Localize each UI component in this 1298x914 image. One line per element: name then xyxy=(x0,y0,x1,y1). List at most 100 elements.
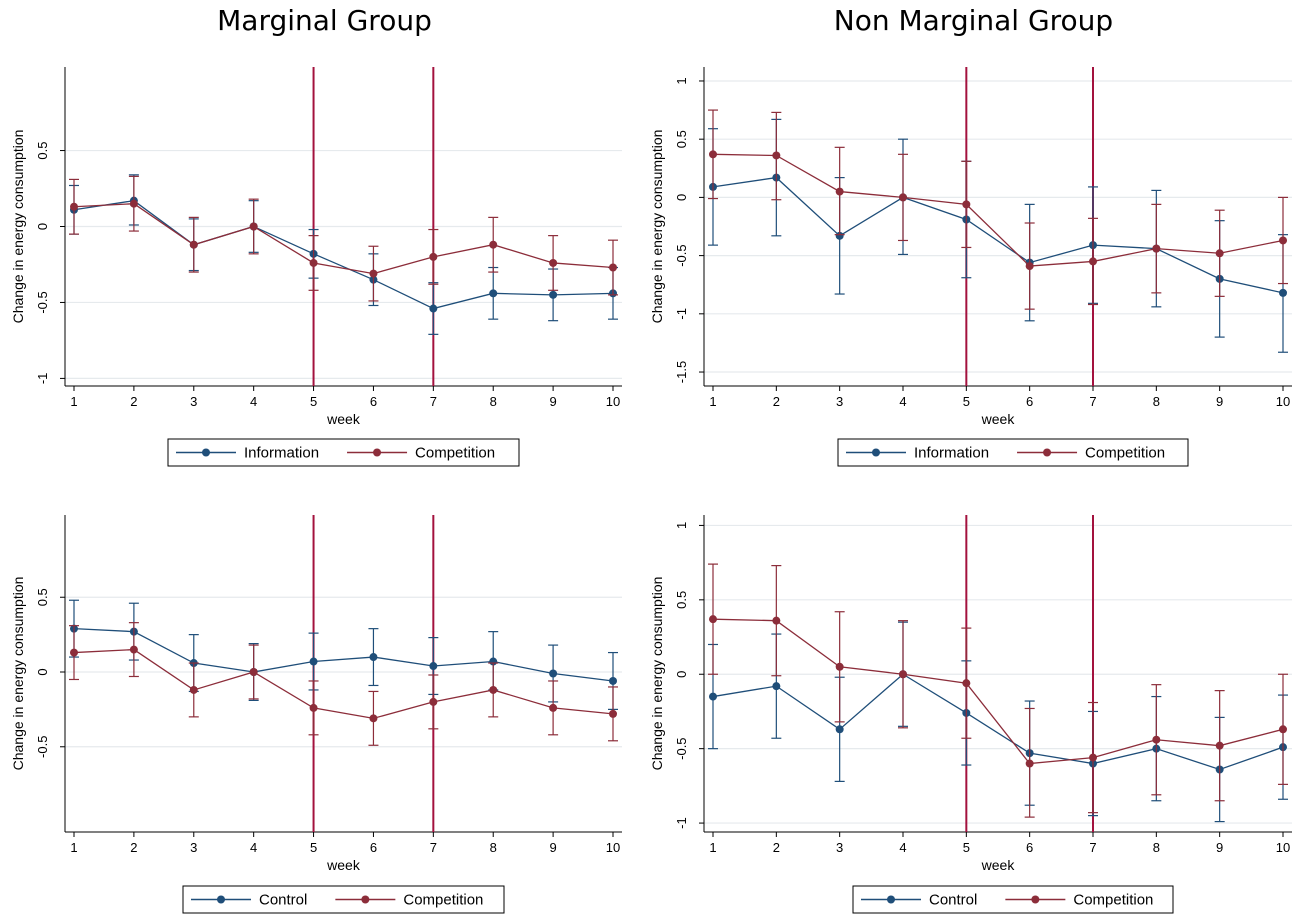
x-tick-label: 9 xyxy=(549,394,556,409)
data-point xyxy=(549,669,558,678)
series-line xyxy=(712,176,1284,294)
data-point xyxy=(609,263,617,272)
x-tick-label: 3 xyxy=(190,394,197,409)
legend: Information Competition xyxy=(167,438,520,467)
x-tick-label: 9 xyxy=(1216,394,1223,409)
data-point xyxy=(1025,759,1034,768)
series-line xyxy=(712,673,1284,771)
data-point xyxy=(772,151,781,160)
x-tick-label: 6 xyxy=(1026,840,1033,855)
y-tick-label: -1 xyxy=(674,308,689,320)
series-line xyxy=(73,199,614,310)
data-point xyxy=(835,231,844,240)
data-point xyxy=(369,269,378,278)
data-point xyxy=(709,615,717,624)
data-point xyxy=(489,240,498,249)
y-tick-label: -0.5 xyxy=(35,736,50,758)
series-line xyxy=(712,618,1284,765)
data-point xyxy=(835,725,844,734)
series-line xyxy=(73,203,614,275)
legend-swatch-marker xyxy=(872,448,880,457)
series-line xyxy=(712,153,1284,267)
x-tick-label: 4 xyxy=(899,840,906,855)
legend: Control Competition xyxy=(852,885,1174,914)
right-column-title: Non Marginal Group xyxy=(833,4,1114,37)
legend-label: Competition xyxy=(1085,445,1165,462)
x-tick-label: 1 xyxy=(70,394,77,409)
x-tick-label: 1 xyxy=(709,394,716,409)
data-point xyxy=(899,193,907,202)
data-point xyxy=(1279,725,1287,734)
x-tick-label: 6 xyxy=(370,840,377,855)
y-tick-label: 0 xyxy=(35,223,50,230)
x-tick-label: 7 xyxy=(1089,840,1096,855)
data-point xyxy=(129,199,138,208)
legend: Control Competition xyxy=(182,885,505,914)
x-tick-label: 7 xyxy=(430,394,437,409)
y-tick-label: 0 xyxy=(674,194,689,201)
data-point xyxy=(835,187,844,196)
y-axis-title: Change in energy consumption xyxy=(649,577,665,771)
data-point xyxy=(1215,249,1224,258)
y-tick-label: -1.5 xyxy=(674,361,689,383)
data-point xyxy=(189,240,198,249)
x-tick-label: 6 xyxy=(370,394,377,409)
legend-swatch-marker xyxy=(1031,895,1040,904)
data-point xyxy=(369,653,378,662)
data-point xyxy=(1279,236,1287,245)
y-tick-label: 0 xyxy=(674,671,689,678)
y-tick-label: -1 xyxy=(674,817,689,829)
x-tick-label: 9 xyxy=(1216,840,1223,855)
data-point xyxy=(70,648,78,657)
x-tick-label: 1 xyxy=(709,840,716,855)
data-point xyxy=(429,304,438,313)
x-tick-label: 5 xyxy=(963,394,970,409)
y-tick-label: -0.5 xyxy=(674,737,689,759)
data-point xyxy=(772,682,781,691)
x-tick-label: 2 xyxy=(773,394,780,409)
legend-swatch-marker xyxy=(202,448,210,457)
chart-nonmarginal-control: -1 -0.5 0 0.5 1 1 2 3 4 5 6 7 8 9 10 week Change in ener… xyxy=(649,515,1292,914)
x-tick-label: 5 xyxy=(310,840,317,855)
y-tick-label: 0.5 xyxy=(674,130,689,148)
data-point xyxy=(309,703,318,712)
x-axis-title: week xyxy=(326,411,361,427)
data-point xyxy=(962,200,971,209)
y-tick-label: -0.5 xyxy=(674,244,689,266)
x-tick-label: 10 xyxy=(606,394,620,409)
x-tick-label: 2 xyxy=(130,394,137,409)
data-point xyxy=(772,616,781,625)
x-tick-label: 8 xyxy=(1153,394,1160,409)
legend-swatch-marker xyxy=(1043,448,1052,457)
data-point xyxy=(1152,735,1161,744)
data-point xyxy=(489,685,498,694)
data-point xyxy=(549,703,558,712)
x-tick-label: 5 xyxy=(963,840,970,855)
data-point xyxy=(1089,257,1097,266)
x-tick-label: 4 xyxy=(899,394,906,409)
legend-label: Information xyxy=(244,445,319,462)
data-point xyxy=(249,222,258,231)
x-tick-label: 10 xyxy=(1276,840,1290,855)
data-point xyxy=(489,289,498,298)
data-point xyxy=(129,645,138,654)
data-point xyxy=(1025,262,1034,271)
legend-label: Information xyxy=(914,445,989,462)
y-tick-label: 0.5 xyxy=(35,142,50,160)
data-point xyxy=(709,692,717,701)
data-point xyxy=(309,657,318,666)
data-point xyxy=(1152,244,1161,253)
legend-label: Control xyxy=(929,892,977,909)
legend-label: Competition xyxy=(1073,892,1153,909)
data-point xyxy=(835,662,844,671)
chart-nonmarginal-information: -1.5 -1 -0.5 0 0.5 1 1 2 3 4 5 6 7 8 9 10 week Change in … xyxy=(649,67,1292,467)
y-axis-title: Change in energy consumption xyxy=(649,130,665,324)
x-tick-label: 7 xyxy=(430,840,437,855)
y-tick-label: 0.5 xyxy=(35,588,50,606)
y-tick-label: 0 xyxy=(35,668,50,675)
legend: Information Competition xyxy=(837,438,1189,467)
data-point xyxy=(429,662,438,671)
x-tick-label: 8 xyxy=(490,840,497,855)
x-tick-label: 2 xyxy=(773,840,780,855)
x-tick-label: 4 xyxy=(250,840,257,855)
